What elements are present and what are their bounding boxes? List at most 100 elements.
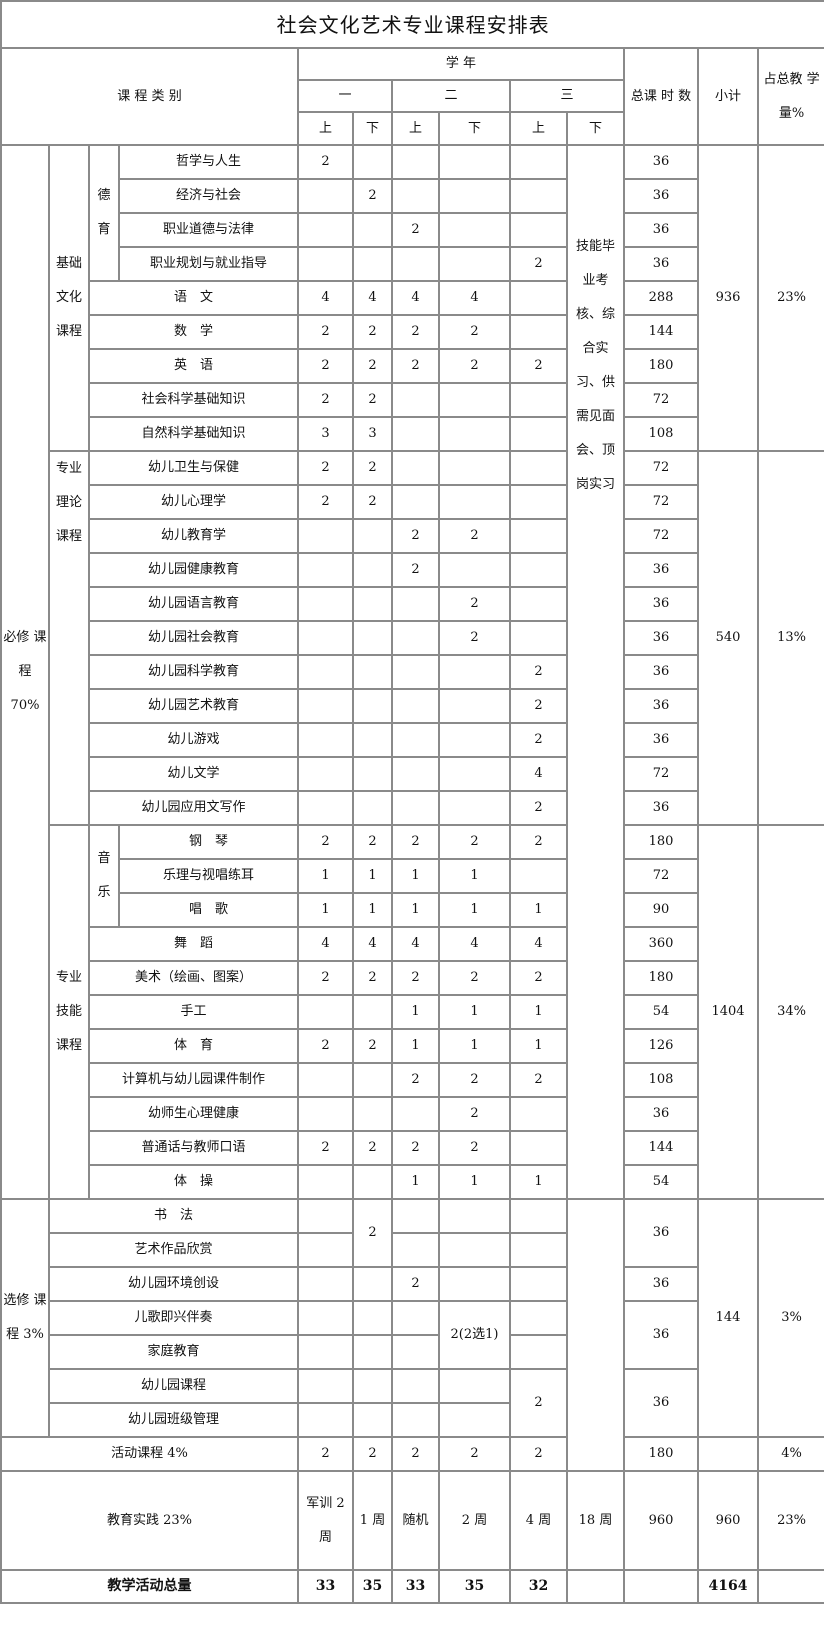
- total-hours-cell: 36: [623, 1198, 699, 1268]
- total-hours-cell: 126: [623, 1028, 699, 1064]
- hours-cell: [438, 790, 511, 826]
- hours-cell: 1: [438, 994, 511, 1030]
- hours-cell: [352, 1368, 393, 1404]
- percent-cell: 4%: [756, 1436, 824, 1472]
- hours-cell: 1: [438, 858, 511, 894]
- header-total-hours: 总课 时 数: [623, 47, 699, 146]
- subtotal-cell: 1404: [697, 824, 759, 1200]
- hours-cell: [438, 1266, 511, 1302]
- total-hours-cell: 180: [623, 824, 699, 860]
- hours-cell: [438, 450, 511, 486]
- course-name: 乐理与视唱练耳: [118, 858, 299, 894]
- hours-cell: [438, 722, 511, 758]
- hours-cell: 4: [438, 926, 511, 962]
- hours-cell: 2: [438, 824, 511, 860]
- hours-cell: 1: [509, 1028, 568, 1064]
- course-name: 艺术作品欣赏: [48, 1232, 299, 1268]
- hours-cell: [509, 1334, 568, 1370]
- hours-cell: 2: [297, 1130, 354, 1166]
- course-name: 幼儿园环境创设: [48, 1266, 299, 1302]
- grand-total-cell: 33: [297, 1569, 354, 1604]
- header-year-1: 一: [297, 79, 393, 113]
- hours-cell: 1: [438, 892, 511, 928]
- course-name: 社会科学基础知识: [88, 382, 299, 418]
- hours-cell: [297, 722, 354, 758]
- hours-cell: [509, 858, 568, 894]
- course-name: 书 法: [48, 1198, 299, 1234]
- total-hours-cell: 36: [623, 586, 699, 622]
- course-name: 幼师生心理健康: [88, 1096, 299, 1132]
- hours-cell: [391, 382, 440, 418]
- total-hours-cell: 72: [623, 518, 699, 554]
- total-hours-cell: 72: [623, 484, 699, 520]
- hours-cell: [297, 756, 354, 792]
- hours-cell: [438, 246, 511, 282]
- subtotal-cell: 960: [697, 1470, 759, 1571]
- hours-cell: 4: [509, 756, 568, 792]
- hours-cell: [509, 314, 568, 350]
- course-name: 唱 歌: [118, 892, 299, 928]
- hours-cell: [391, 688, 440, 724]
- total-hours-cell: 36: [623, 688, 699, 724]
- hours-cell: 2: [438, 960, 511, 996]
- hours-cell: 2: [509, 790, 568, 826]
- course-name: 手工: [88, 994, 299, 1030]
- header-year-3: 三: [509, 79, 625, 113]
- hours-cell: 2: [438, 1062, 511, 1098]
- hours-cell: 2: [352, 1028, 393, 1064]
- hours-cell: 2: [297, 144, 354, 180]
- course-name: 幼儿园社会教育: [88, 620, 299, 656]
- hours-cell: 2: [391, 552, 440, 588]
- skill-exam-note: 技能毕 业考 核、综 合实 习、供 需见面 会、顶 岗实习: [566, 144, 625, 1200]
- hours-cell: [352, 246, 393, 282]
- table-title: 社会文化艺术专业课程安排表: [0, 0, 824, 49]
- hours-cell: [297, 994, 354, 1030]
- hours-cell: 2: [352, 1436, 393, 1472]
- hours-cell: [509, 1096, 568, 1132]
- total-hours-cell: 72: [623, 382, 699, 418]
- course-name: 儿歌即兴伴奏: [48, 1300, 299, 1336]
- hours-cell: [297, 1266, 354, 1302]
- hours-cell: 2: [509, 824, 568, 860]
- hours-cell: [509, 1130, 568, 1166]
- course-name: 英 语: [88, 348, 299, 384]
- hours-cell: 2: [438, 518, 511, 554]
- hours-cell: [391, 1232, 440, 1268]
- total-hours-cell: 36: [623, 1096, 699, 1132]
- hours-cell: 2: [438, 348, 511, 384]
- hours-cell: 2(2选1): [438, 1300, 511, 1370]
- hours-cell: [509, 518, 568, 554]
- hours-cell: [391, 246, 440, 282]
- course-name: 幼儿教育学: [88, 518, 299, 554]
- hours-cell: [391, 1402, 440, 1438]
- course-name: 体 育: [88, 1028, 299, 1064]
- course-name: 幼儿心理学: [88, 484, 299, 520]
- required-label: 必修 课程 70%: [0, 144, 50, 1200]
- practice-cell: 1 周: [352, 1470, 393, 1571]
- hours-cell: [438, 1198, 511, 1234]
- hours-cell: [297, 1334, 354, 1370]
- course-name: 幼儿园健康教育: [88, 552, 299, 588]
- total-hours-cell: 36: [623, 620, 699, 656]
- hours-cell: [391, 1334, 440, 1370]
- hours-cell: [391, 144, 440, 180]
- course-name: 幼儿园应用文写作: [88, 790, 299, 826]
- course-name: 舞 蹈: [88, 926, 299, 962]
- hours-cell: 4: [438, 280, 511, 316]
- hours-cell: 2: [438, 1436, 511, 1472]
- hours-cell: [391, 1096, 440, 1132]
- total-hours-cell: 36: [623, 212, 699, 248]
- hours-cell: 2: [352, 960, 393, 996]
- hours-cell: [297, 178, 354, 214]
- subtotal-cell: 144: [697, 1198, 759, 1438]
- total-hours-cell: 180: [623, 960, 699, 996]
- hours-cell: 1: [297, 858, 354, 894]
- hours-cell: [438, 1232, 511, 1268]
- hours-cell: 3: [352, 416, 393, 452]
- hours-cell: 2: [352, 178, 393, 214]
- practice-label: 教育实践 23%: [0, 1470, 299, 1571]
- percent-cell: 23%: [756, 1470, 824, 1571]
- course-name: 体 操: [88, 1164, 299, 1200]
- hours-cell: 4: [391, 926, 440, 962]
